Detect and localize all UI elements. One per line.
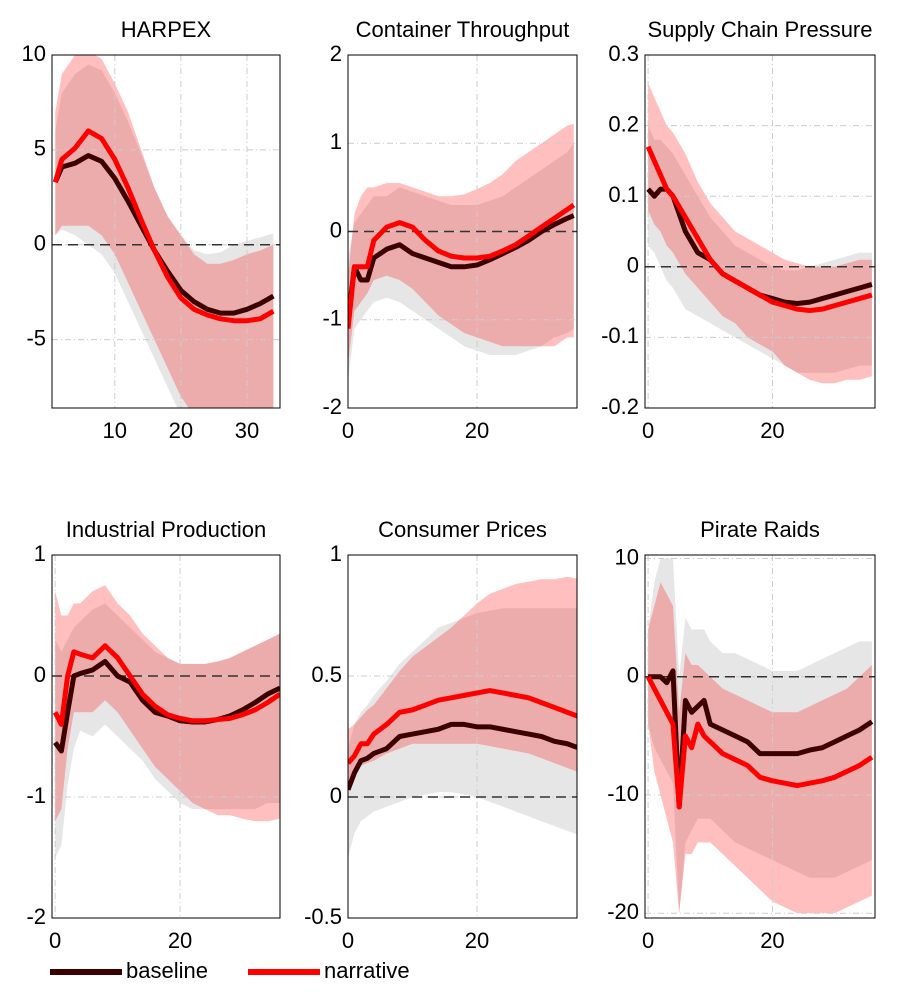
x-tick-label: 30: [235, 418, 259, 443]
confidence-band: [648, 582, 872, 914]
panel-title: Container Throughput: [356, 17, 570, 42]
axes-box: [347, 554, 578, 919]
y-tick-label: 0: [34, 231, 46, 256]
x-tick-label: 0: [342, 418, 354, 443]
series-line: [648, 668, 874, 810]
axes-box: [644, 54, 876, 409]
axes-box: [51, 554, 281, 919]
y-tick-label: 0.5: [311, 662, 342, 687]
x-tick-label: 0: [642, 418, 654, 443]
x-tick-label: 0: [642, 928, 654, 953]
confidence-band: [348, 143, 574, 382]
y-tick-label: 0.3: [608, 41, 639, 66]
y-tick-label: 10: [615, 544, 639, 569]
x-tick-label: 20: [465, 928, 489, 953]
y-tick-label: 0: [330, 217, 342, 242]
confidence-band: [55, 585, 280, 822]
y-tick-label: -1: [322, 306, 342, 331]
y-tick-label: 0: [34, 662, 46, 687]
series-line: [348, 213, 575, 321]
plot-area: [52, 555, 280, 918]
y-tick-label: 0.1: [608, 182, 639, 207]
panel: Pirate Raids -20 -10 0 10 0 20: [607, 517, 876, 953]
y-tick-label: -2: [322, 394, 342, 419]
y-tick-label: 2: [330, 41, 342, 66]
y-tick-label: 1: [330, 541, 342, 566]
plot-area: [645, 55, 875, 408]
x-tick-label: 20: [169, 418, 193, 443]
plot-area: [645, 555, 875, 918]
x-tick-label: 20: [760, 928, 784, 953]
panel-title: Industrial Production: [66, 517, 267, 542]
y-tick-label: -0.1: [601, 323, 639, 348]
x-tick-label: 10: [103, 418, 127, 443]
legend-label: narrative: [324, 958, 410, 983]
plot-area: [348, 555, 577, 918]
series-line: [348, 721, 577, 791]
series-line: [348, 202, 576, 329]
y-tick-label: 0: [330, 783, 342, 808]
series-line: [52, 643, 280, 727]
axes-box: [347, 54, 578, 409]
series-line: [52, 128, 275, 324]
panel-title: Pirate Raids: [700, 517, 820, 542]
y-tick-label: 0: [627, 253, 639, 278]
y-tick-label: -5: [26, 325, 46, 350]
plot-area: [348, 55, 577, 408]
confidence-band: [648, 83, 872, 384]
axes-box: [644, 554, 876, 919]
x-tick-label: 20: [465, 418, 489, 443]
y-tick-label: -20: [607, 899, 639, 924]
y-tick-label: -0.5: [304, 904, 342, 929]
series-line: [53, 658, 280, 754]
panel-title: HARPEX: [121, 17, 212, 42]
confidence-band: [348, 608, 577, 858]
y-tick-label: 5: [34, 136, 46, 161]
x-tick-label: 20: [760, 418, 784, 443]
y-tick-label: 0: [627, 663, 639, 688]
y-tick-label: 10: [22, 41, 46, 66]
x-tick-label: 20: [168, 928, 192, 953]
x-tick-label: 0: [49, 928, 61, 953]
panel: Consumer Prices-0.500.510 20: [304, 517, 578, 953]
panel-title: Consumer Prices: [378, 517, 547, 542]
y-tick-label: 0.2: [608, 111, 639, 136]
plot-area: [52, 55, 280, 408]
axes-box: [51, 54, 281, 409]
y-tick-label: -2: [26, 904, 46, 929]
confidence-band: [648, 558, 872, 914]
panel-title: Supply Chain Pressure: [647, 17, 872, 42]
x-tick-label: 0: [342, 928, 354, 953]
series-line: [645, 675, 874, 810]
legend-label: baseline: [126, 958, 208, 983]
confidence-band: [348, 123, 574, 364]
panel: HARPEX -5 0 5 10 10 20 30: [22, 17, 281, 443]
y-tick-label: -1: [26, 783, 46, 808]
panel: Supply Chain Pressure -0.2 -0.1 0 0.1 0.2 0.3 0…: [601, 17, 876, 443]
series-line: [645, 145, 873, 314]
y-tick-label: -10: [607, 781, 639, 806]
y-tick-label: 1: [330, 129, 342, 154]
y-tick-label: 1: [34, 541, 46, 566]
y-tick-label: -0.2: [601, 394, 639, 419]
series-line: [348, 688, 577, 765]
